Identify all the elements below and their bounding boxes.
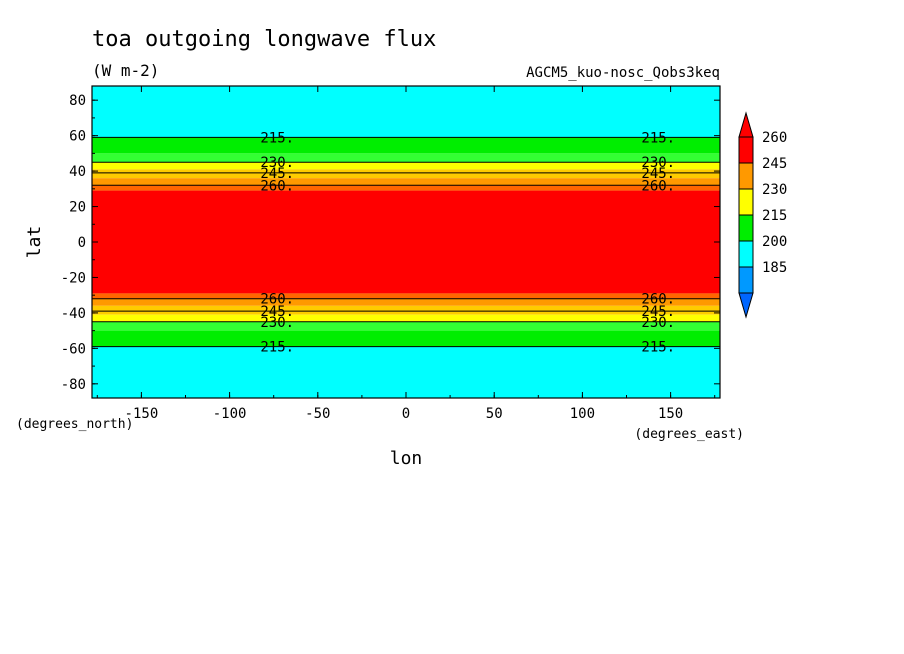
colorbar-legend: 260 245 230 215 200 185 <box>738 111 787 319</box>
colorbar-swatch <box>738 162 754 190</box>
contour-band <box>92 305 720 315</box>
y-axis-label: lat <box>24 226 45 259</box>
contour-band <box>92 86 720 138</box>
colorbar-label: 185 <box>762 260 787 276</box>
contour-band <box>92 190 720 294</box>
y-tick-label: 80 <box>69 93 86 109</box>
contour-label: 245. <box>260 304 294 320</box>
y-axis-ticks: 80 60 40 20 0 -20 -40 -60 -80 <box>61 93 720 393</box>
contour-band <box>92 137 720 154</box>
contour-label: 215. <box>641 130 675 146</box>
colorbar-swatch <box>738 188 754 216</box>
y-units-label: (degrees_north) <box>16 417 133 432</box>
y-tick-label: -40 <box>61 306 86 322</box>
colorbar-swatch <box>738 214 754 242</box>
colorbar-label: 230 <box>762 182 787 198</box>
y-tick-label: 20 <box>69 200 86 216</box>
y-tick-label: 60 <box>69 129 86 145</box>
x-tick-label: 150 <box>658 406 683 422</box>
y-tick-label: -20 <box>61 270 86 286</box>
y-tick-label: 0 <box>78 235 86 251</box>
contour-label: 245. <box>641 304 675 320</box>
colorbar-label: 215 <box>762 208 787 224</box>
colorbar-label: 245 <box>762 156 787 172</box>
contour-band <box>92 153 720 163</box>
x-axis-label: lon <box>390 448 423 469</box>
contour-label: 260. <box>641 178 675 194</box>
contour-band <box>92 330 720 347</box>
contour-lines: 215. 215.230. 230.245. 245.260. 260.260. 260.… <box>92 130 720 356</box>
contour-label: 245. <box>260 166 294 182</box>
contour-label: 260. <box>641 292 675 308</box>
contour-label: 260. <box>260 292 294 308</box>
x-tick-label: -50 <box>305 406 330 422</box>
x-tick-label: -100 <box>213 406 247 422</box>
y-tick-label: 40 <box>69 164 86 180</box>
contour-label: 230. <box>641 155 675 171</box>
contour-band <box>92 298 720 306</box>
x-tick-label: 50 <box>486 406 503 422</box>
contour-band <box>92 321 720 331</box>
colorbar-swatch <box>738 136 754 164</box>
y-tick-label: -60 <box>61 341 86 357</box>
contour-label: 245. <box>641 166 675 182</box>
y-tick-label: -80 <box>61 377 86 393</box>
colorbar-swatch <box>738 240 754 268</box>
contour-label: 215. <box>260 340 294 356</box>
x-tick-label: 100 <box>570 406 595 422</box>
contour-band <box>92 169 720 179</box>
filled-contour-bands <box>92 86 720 398</box>
contour-band <box>92 346 720 398</box>
contour-band <box>92 293 720 299</box>
contour-band <box>92 185 720 191</box>
x-tick-label: -150 <box>125 406 159 422</box>
contour-label: 260. <box>260 178 294 194</box>
x-axis-ticks: -150 -100 -50 0 50 100 150 <box>96 86 716 422</box>
contour-band <box>92 178 720 186</box>
contour-label: 230. <box>260 155 294 171</box>
chart-units: (W m-2) <box>92 61 159 80</box>
x-units-label: (degrees_east) <box>634 427 744 442</box>
x-tick-label: 0 <box>402 406 410 422</box>
contour-label: 215. <box>641 340 675 356</box>
contour-band <box>92 162 720 170</box>
contour-label: 230. <box>641 315 675 331</box>
contour-label: 215. <box>260 130 294 146</box>
colorbar-swatch <box>738 266 754 294</box>
colorbar-label: 260 <box>762 130 787 146</box>
colorbar-label: 200 <box>762 234 787 250</box>
dataset-label: AGCM5_kuo-nosc_Qobs3keq <box>526 65 720 81</box>
contour-label: 230. <box>260 315 294 331</box>
colorbar-extend-low <box>738 292 754 319</box>
contour-band <box>92 314 720 322</box>
colorbar-extend-high <box>738 111 754 138</box>
chart-title: toa outgoing longwave flux <box>92 27 436 52</box>
